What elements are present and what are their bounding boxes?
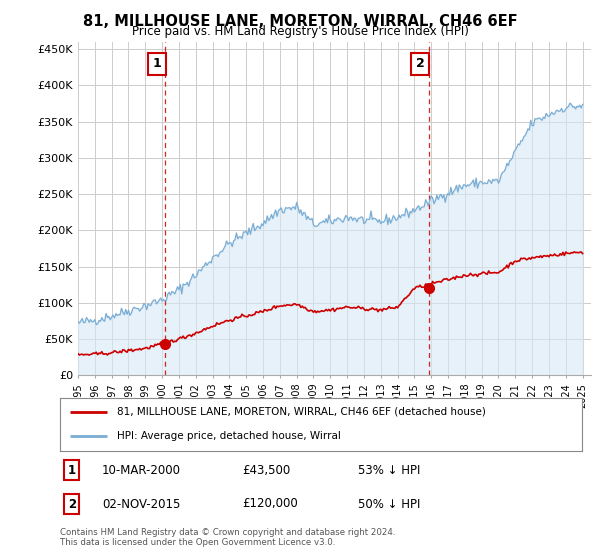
Text: 53% ↓ HPI: 53% ↓ HPI [358,464,420,477]
Text: Contains HM Land Registry data © Crown copyright and database right 2024.
This d: Contains HM Land Registry data © Crown c… [60,528,395,547]
Text: 50% ↓ HPI: 50% ↓ HPI [358,497,420,511]
Text: 1: 1 [68,464,76,477]
Text: 2: 2 [68,497,76,511]
Text: £120,000: £120,000 [242,497,298,511]
Text: 2: 2 [416,57,424,70]
Text: Price paid vs. HM Land Registry's House Price Index (HPI): Price paid vs. HM Land Registry's House … [131,25,469,38]
Text: 10-MAR-2000: 10-MAR-2000 [102,464,181,477]
Text: 81, MILLHOUSE LANE, MORETON, WIRRAL, CH46 6EF: 81, MILLHOUSE LANE, MORETON, WIRRAL, CH4… [83,14,517,29]
Text: 81, MILLHOUSE LANE, MORETON, WIRRAL, CH46 6EF (detached house): 81, MILLHOUSE LANE, MORETON, WIRRAL, CH4… [118,407,486,417]
Text: 1: 1 [152,57,161,70]
Text: 02-NOV-2015: 02-NOV-2015 [102,497,180,511]
Text: HPI: Average price, detached house, Wirral: HPI: Average price, detached house, Wirr… [118,431,341,441]
Text: £43,500: £43,500 [242,464,291,477]
